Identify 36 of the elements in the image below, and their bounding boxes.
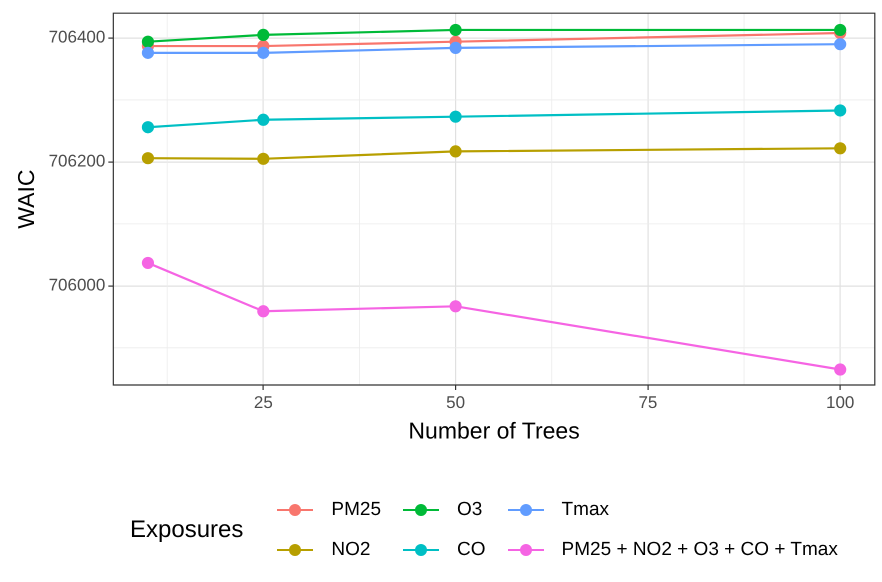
- y-axis-title: WAIC: [13, 170, 40, 229]
- x-tick-label: 100: [826, 392, 854, 412]
- legend-title: Exposures: [130, 516, 244, 544]
- legend-label: NO2: [331, 539, 370, 561]
- point: [142, 256, 154, 270]
- y-tick-label: 706400: [48, 28, 106, 47]
- x-tick-label: 75: [638, 392, 658, 412]
- point: [142, 46, 154, 59]
- y-tick-label: 706200: [48, 152, 106, 171]
- point: [257, 46, 270, 59]
- point: [142, 152, 154, 164]
- point: [142, 121, 154, 134]
- point: [257, 305, 270, 318]
- point: [450, 300, 462, 312]
- point: [450, 24, 462, 36]
- point: [834, 142, 846, 154]
- point: [450, 110, 462, 123]
- point: [257, 114, 270, 126]
- point: [142, 36, 154, 48]
- legend-label: PM25: [331, 499, 382, 521]
- legend-label: CO: [457, 539, 486, 561]
- point: [450, 42, 462, 54]
- x-tick-label: 50: [446, 392, 466, 412]
- point: [834, 38, 846, 50]
- y-tick-label: 706000: [48, 276, 106, 295]
- legend-label: Tmax: [562, 499, 610, 521]
- point: [257, 28, 270, 41]
- point: [834, 104, 846, 117]
- point: [834, 363, 846, 376]
- legend-label: PM25 + NO2 + O3 + CO + Tmax: [562, 539, 838, 561]
- x-tick-label: 25: [254, 392, 273, 412]
- point: [834, 24, 846, 36]
- point: [450, 145, 462, 158]
- legend-label: O3: [457, 499, 482, 521]
- point: [257, 152, 270, 165]
- x-axis-title: Number of Trees: [408, 418, 580, 444]
